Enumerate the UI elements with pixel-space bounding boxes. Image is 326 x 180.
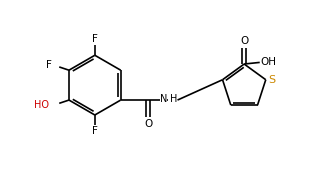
Text: F: F	[46, 60, 52, 70]
Text: F: F	[92, 34, 98, 44]
Text: F: F	[92, 126, 98, 136]
Text: N: N	[160, 94, 167, 104]
Text: HO: HO	[35, 100, 50, 110]
Text: S: S	[269, 75, 276, 85]
Text: OH: OH	[261, 57, 277, 67]
Text: O: O	[144, 119, 153, 129]
Text: H: H	[170, 94, 177, 104]
Text: O: O	[240, 36, 248, 46]
